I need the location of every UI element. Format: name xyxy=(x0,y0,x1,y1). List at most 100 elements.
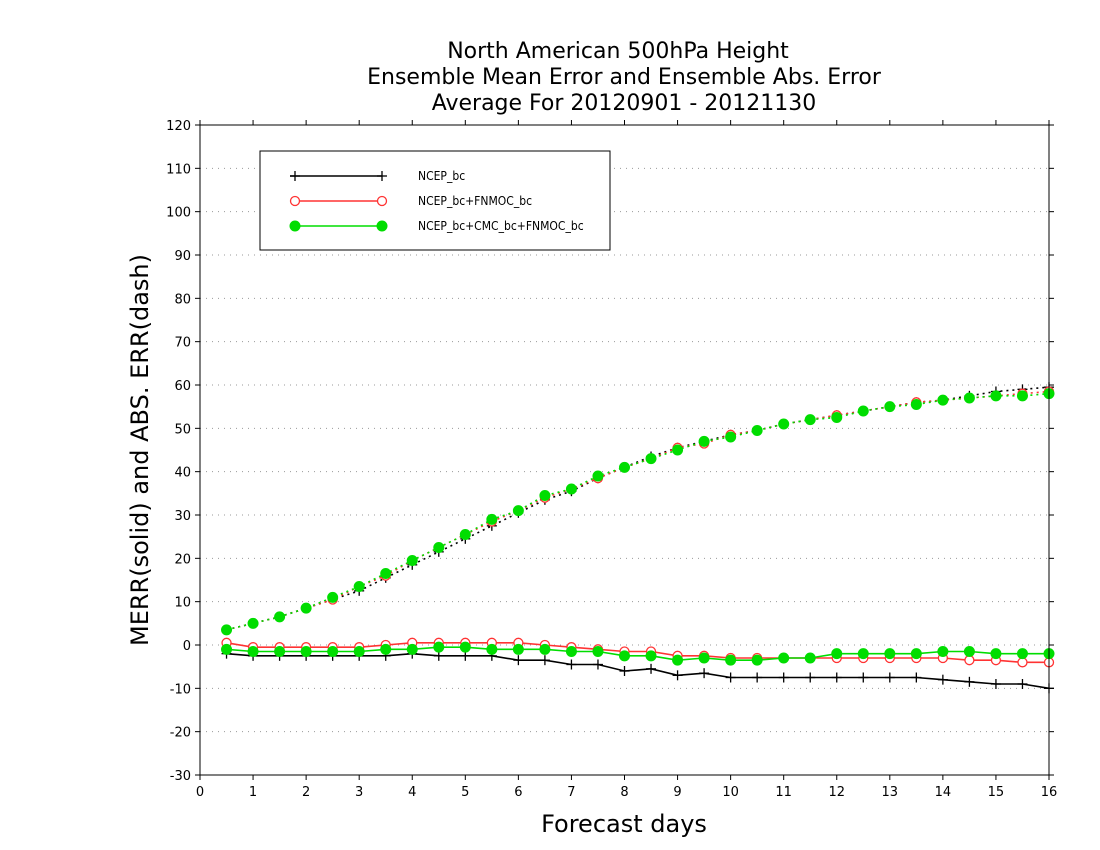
data-point xyxy=(778,652,790,664)
legend-item: NCEP_bc+FNMOC_bc xyxy=(289,194,532,208)
x-axis-label: Forecast days xyxy=(541,810,707,838)
data-point xyxy=(672,444,684,456)
data-point xyxy=(565,646,577,657)
data-point xyxy=(751,654,763,666)
x-tick-label: 2 xyxy=(302,785,310,800)
data-point xyxy=(831,672,842,683)
data-point xyxy=(376,220,388,232)
data-point xyxy=(831,412,843,423)
data-point xyxy=(221,643,233,655)
y-tick-label: 80 xyxy=(174,292,191,307)
x-tick-label: 9 xyxy=(673,785,681,800)
y-tick-label: 120 xyxy=(166,119,191,134)
data-point xyxy=(353,646,365,657)
series-ncep-bc-abs-error xyxy=(221,382,1054,635)
data-point xyxy=(433,542,445,553)
y-tick-label: 70 xyxy=(174,336,191,351)
data-point xyxy=(247,646,259,657)
data-point xyxy=(646,663,657,674)
data-point xyxy=(910,648,922,660)
y-tick-label: 110 xyxy=(166,162,191,177)
y-tick-label: -30 xyxy=(170,769,191,784)
x-tick-label: 12 xyxy=(828,785,845,800)
y-tick-label: 0 xyxy=(183,639,191,654)
data-point xyxy=(831,648,843,660)
chart-title-line-1: North American 500hPa Height xyxy=(447,39,789,64)
data-point xyxy=(289,195,301,207)
data-point xyxy=(274,611,286,623)
data-point xyxy=(1017,657,1028,668)
legend-label: NCEP_bc+CMC_bc+FNMOC_bc xyxy=(418,219,584,233)
legend-label: NCEP_bc xyxy=(418,169,465,183)
data-point xyxy=(937,394,949,406)
data-point xyxy=(221,624,233,636)
x-tick-label: 4 xyxy=(408,785,416,800)
data-point xyxy=(513,655,524,666)
data-point xyxy=(539,655,550,666)
y-tick-label: 40 xyxy=(174,466,191,481)
data-point xyxy=(290,171,300,181)
data-point xyxy=(289,220,301,232)
data-point xyxy=(751,425,763,436)
data-point xyxy=(380,568,392,579)
chart-title-line-3: Average For 20120901 - 20121130 xyxy=(432,91,817,116)
series-line xyxy=(226,386,1050,631)
x-tick-label: 13 xyxy=(882,785,899,800)
data-point xyxy=(672,670,683,681)
data-point xyxy=(353,581,365,592)
y-tick-label: 60 xyxy=(174,379,191,394)
x-tick-label: 11 xyxy=(775,785,792,800)
data-point xyxy=(377,171,387,181)
y-tick-label: 10 xyxy=(174,596,191,611)
data-point xyxy=(778,418,790,430)
data-point xyxy=(247,617,259,629)
data-point xyxy=(884,672,895,683)
legend: NCEP_bc NCEP_bc+FNMOC_bc NCEP_bc+CMC_bc+FN… xyxy=(259,150,611,251)
data-point xyxy=(857,648,869,660)
data-point xyxy=(884,648,896,660)
data-point xyxy=(672,654,684,666)
data-point xyxy=(327,591,339,603)
data-point xyxy=(778,672,789,683)
y-tick-label: 90 xyxy=(174,249,191,264)
data-point xyxy=(512,643,524,655)
data-point xyxy=(300,602,312,614)
series-ncep-bc-fnmoc-bc-abs-error xyxy=(221,386,1055,635)
data-point xyxy=(592,470,604,482)
data-point xyxy=(592,646,604,657)
data-point xyxy=(964,655,975,666)
data-point xyxy=(937,674,948,685)
data-point xyxy=(645,650,657,662)
legend-item: NCEP_bc+CMC_bc+FNMOC_bc xyxy=(289,219,584,233)
data-point xyxy=(990,679,1001,689)
data-point xyxy=(619,666,630,676)
data-point xyxy=(884,401,896,413)
chart-title-line-2: Ensemble Mean Error and Ensemble Abs. Er… xyxy=(367,65,882,90)
x-tick-label: 0 xyxy=(196,785,204,800)
data-point xyxy=(990,390,1002,402)
x-tick-label: 3 xyxy=(355,785,363,800)
data-point xyxy=(1016,648,1028,660)
data-point xyxy=(274,646,286,657)
data-point xyxy=(725,431,737,443)
x-tick-label: 16 xyxy=(1041,785,1058,800)
data-point xyxy=(990,648,1002,660)
data-point xyxy=(858,672,869,683)
data-point xyxy=(911,672,922,683)
x-tick-label: 8 xyxy=(620,785,628,800)
data-point xyxy=(486,513,498,525)
data-point xyxy=(380,643,392,655)
x-tick-label: 6 xyxy=(514,785,522,800)
data-point xyxy=(406,643,418,655)
x-tick-label: 15 xyxy=(988,785,1005,800)
data-point xyxy=(937,646,949,657)
data-point xyxy=(566,659,577,670)
data-point xyxy=(804,652,816,664)
data-point xyxy=(376,195,388,207)
legend-label: NCEP_bc+FNMOC_bc xyxy=(418,194,532,208)
x-tick-label: 10 xyxy=(722,785,739,800)
data-point xyxy=(512,505,524,517)
data-point xyxy=(804,414,816,426)
data-point xyxy=(619,461,630,473)
